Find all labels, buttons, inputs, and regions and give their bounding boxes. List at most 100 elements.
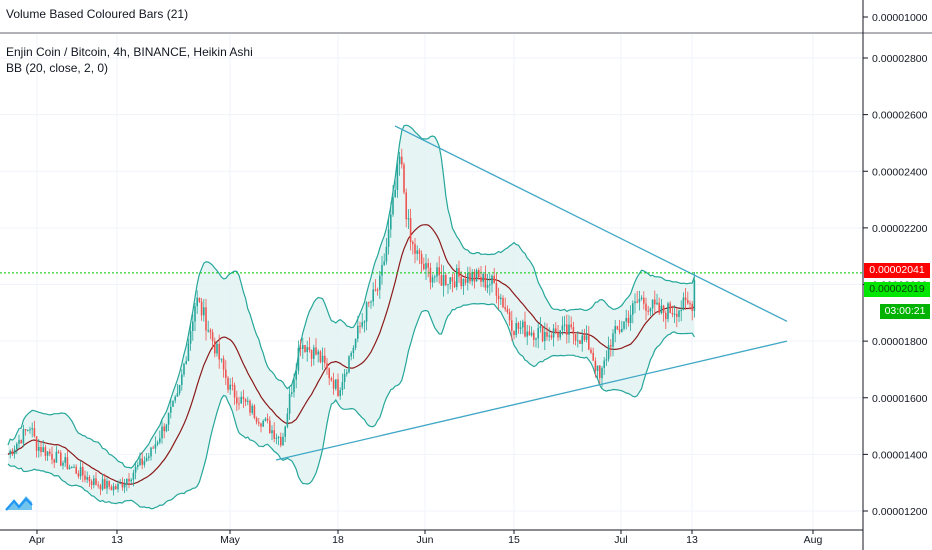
candle-body: [117, 484, 119, 490]
y-tick-label: 0.00002800: [872, 53, 928, 65]
candle-body: [561, 325, 564, 331]
candle-body: [159, 438, 161, 443]
candle-body: [112, 486, 115, 491]
candle-body: [599, 365, 601, 379]
candle-body: [249, 400, 251, 413]
candle-body: [139, 458, 141, 465]
candle-body: [163, 426, 165, 432]
candle-body: [339, 390, 341, 396]
candle-body: [383, 261, 385, 265]
candle-body: [13, 449, 16, 455]
candle-body: [667, 303, 669, 320]
trendlines: [0, 125, 863, 461]
candle-body: [255, 417, 258, 423]
candle-body: [381, 264, 383, 276]
candlestick-series: [9, 148, 696, 496]
candle-body: [181, 374, 183, 385]
candle-body: [227, 377, 229, 390]
candle-body: [115, 486, 117, 490]
candle-body: [192, 321, 194, 331]
candle-body: [656, 302, 658, 305]
candle-body: [621, 328, 623, 332]
candle-body: [57, 451, 60, 453]
candle-body: [535, 338, 537, 340]
candle-body: [645, 303, 647, 311]
candle-body: [174, 396, 176, 401]
candle-body: [654, 299, 656, 305]
candle-body: [379, 275, 381, 290]
candle-body: [335, 379, 337, 389]
candle-body: [519, 327, 522, 329]
candle-body: [370, 301, 372, 303]
candle-body: [42, 447, 44, 453]
candle-body: [425, 263, 427, 270]
indicator-pane-title[interactable]: Volume Based Coloured Bars (21): [6, 7, 189, 21]
candle-body: [207, 330, 209, 332]
candle-body: [563, 324, 566, 326]
candle-body: [610, 345, 612, 347]
candle-body: [352, 347, 355, 353]
candle-body: [665, 312, 667, 320]
candle-body: [187, 343, 190, 361]
candle-body: [464, 278, 467, 283]
candle-body: [590, 349, 592, 353]
candle-body: [390, 214, 392, 230]
candle-body: [90, 481, 93, 485]
candle-body: [462, 278, 465, 287]
candle-body: [594, 360, 597, 371]
candle-body: [486, 285, 489, 288]
x-tick-label: Jul: [614, 534, 627, 546]
candle-body: [200, 301, 203, 316]
candle-body: [306, 347, 308, 352]
candle-body: [222, 358, 225, 370]
candle-body: [495, 282, 498, 296]
candle-body: [286, 413, 289, 427]
candle-body: [502, 297, 504, 308]
candle-body: [172, 400, 174, 407]
candle-body: [104, 479, 106, 489]
candle-body: [368, 302, 370, 304]
candle-body: [64, 457, 66, 463]
candle-body: [577, 340, 579, 342]
candle-body: [44, 447, 47, 456]
candle-body: [434, 276, 436, 278]
candle-body: [35, 436, 38, 451]
x-tick-label: 15: [508, 534, 520, 546]
candle-body: [275, 437, 278, 439]
candle-body: [616, 326, 619, 330]
candle-body: [84, 475, 86, 480]
candle-body: [550, 335, 553, 338]
candle-body: [29, 429, 31, 431]
candle-body: [605, 359, 608, 361]
tradingview-logo-icon[interactable]: [4, 490, 34, 514]
candle-body: [438, 267, 440, 276]
candle-body: [176, 393, 179, 397]
candle-body: [99, 485, 102, 490]
candle-body: [638, 299, 641, 303]
candle-body: [596, 365, 599, 371]
candle-body: [273, 430, 275, 439]
candle-body: [566, 324, 568, 335]
candle-body: [20, 440, 22, 444]
candle-body: [585, 335, 588, 340]
bb-indicator-title[interactable]: BB (20, close, 2, 0): [6, 61, 109, 75]
candle-body: [552, 328, 555, 338]
candle-body: [453, 281, 456, 288]
candle-body: [500, 297, 502, 300]
symbol-title[interactable]: Enjin Coin / Bitcoin, 4h, BINANCE, Heiki…: [6, 45, 253, 59]
candle-body: [68, 467, 71, 470]
candle-body: [313, 347, 315, 359]
candle-body: [636, 301, 638, 303]
candle-body: [473, 271, 476, 282]
x-tick-label: Aug: [804, 534, 823, 546]
candle-body: [643, 297, 645, 304]
candle-body: [214, 341, 216, 354]
candle-body: [220, 358, 223, 360]
x-tick-label: Jun: [417, 534, 434, 546]
candle-body: [126, 478, 128, 485]
candle-body: [324, 355, 326, 364]
candle-body: [310, 350, 313, 359]
candle-body: [209, 330, 212, 333]
candle-body: [341, 382, 344, 391]
